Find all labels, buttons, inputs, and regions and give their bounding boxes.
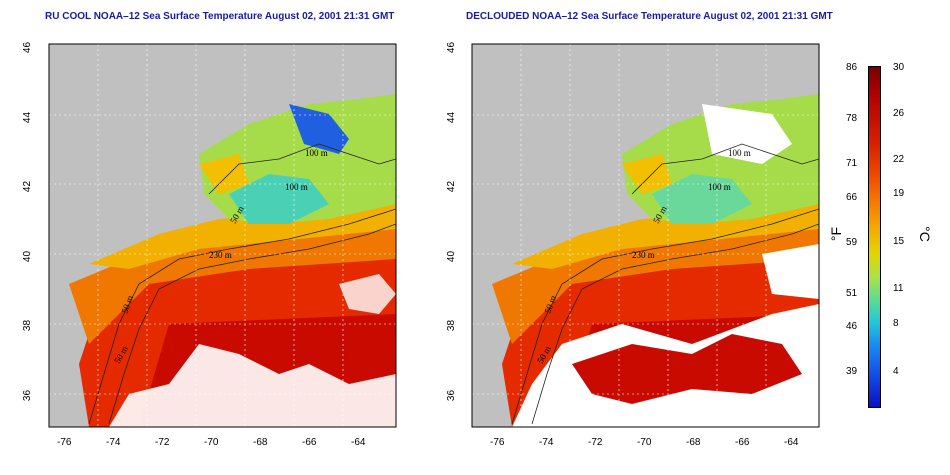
map-frame [471, 43, 820, 428]
y-tick-label: 36 [446, 389, 458, 402]
sst-map-declouded-svg: 100 m 100 m 50 m 230 m 50 m 50 m [471, 43, 820, 428]
georges-bank-cyan [652, 174, 752, 224]
celsius-unit-label: °C [916, 226, 933, 242]
contour-label: 100 m [728, 148, 751, 158]
x-tick-label: -72 [155, 437, 170, 448]
x-tick-label: -64 [784, 437, 799, 448]
y-tick-label: 42 [22, 180, 34, 193]
fahrenheit-tick: 86 [846, 62, 858, 73]
colorbar-gradient [868, 66, 881, 408]
fahrenheit-tick: 59 [846, 237, 858, 248]
fahrenheit-tick: 39 [846, 366, 858, 377]
celsius-tick: 8 [893, 318, 899, 329]
x-tick-label: -64 [351, 437, 366, 448]
y-tick-label: 44 [22, 111, 34, 124]
shelf-contour [531, 223, 819, 425]
sst-hot-blobs [572, 334, 802, 404]
celsius-tick: 11 [893, 283, 904, 294]
x-tick-label: -76 [57, 437, 72, 448]
y-tick-label: 42 [446, 180, 458, 193]
contour-label: 100 m [708, 182, 731, 192]
sst-map-raw-svg: 100 m 100 m 50 m 230 m 50 m 50 m [48, 43, 397, 428]
x-tick-label: -74 [539, 437, 554, 448]
shelf-contour [631, 143, 819, 195]
cloud-patch [109, 344, 396, 427]
cloud-patch [339, 274, 396, 314]
contour-label: 230 m [632, 250, 655, 260]
x-tick-label: -74 [106, 437, 121, 448]
bay-of-fundy-blue [289, 104, 349, 154]
fahrenheit-tick: 66 [846, 192, 858, 203]
y-tick-label: 40 [446, 250, 458, 263]
shelf-contour [511, 208, 819, 425]
map-title-left: RU COOL NOAA–12 Sea Surface Temperature … [45, 11, 395, 22]
maine-coast-warm [622, 154, 672, 194]
temperature-colorbar [868, 66, 881, 408]
celsius-tick: 19 [893, 188, 905, 199]
y-tick-label: 38 [22, 319, 34, 332]
sst-map-raw: 100 m 100 m 50 m 230 m 50 m 50 m [48, 43, 397, 428]
fahrenheit-tick: 78 [846, 113, 858, 124]
cloud-mask [762, 244, 819, 299]
shelf-contour [108, 223, 396, 425]
y-tick-label: 40 [22, 250, 34, 263]
sst-map-declouded: 100 m 100 m 50 m 230 m 50 m 50 m [471, 43, 820, 428]
x-tick-label: -70 [204, 437, 219, 448]
fahrenheit-unit-label: °F [828, 226, 845, 242]
x-tick-label: -68 [686, 437, 701, 448]
shelf-contour [88, 208, 396, 425]
fahrenheit-tick: 51 [846, 288, 858, 299]
contour-label: 100 m [285, 182, 308, 192]
celsius-tick: 22 [893, 154, 905, 165]
x-tick-label: -70 [637, 437, 652, 448]
y-tick-label: 46 [22, 41, 34, 54]
map-frame [48, 43, 397, 428]
x-tick-label: -68 [253, 437, 268, 448]
celsius-tick: 30 [893, 62, 905, 73]
shelf-contour [208, 143, 396, 195]
graticule [49, 44, 396, 427]
celsius-tick: 26 [893, 108, 905, 119]
graticule [472, 44, 819, 427]
fahrenheit-tick: 46 [846, 321, 858, 332]
cloud-mask [702, 104, 792, 164]
x-tick-label: -72 [588, 437, 603, 448]
fahrenheit-tick: 71 [846, 158, 858, 169]
georges-bank-cyan [229, 174, 329, 224]
x-tick-label: -76 [490, 437, 505, 448]
maine-coast-warm [199, 154, 249, 194]
y-tick-label: 38 [446, 319, 458, 332]
contour-label: 100 m [305, 148, 328, 158]
celsius-tick: 4 [893, 366, 899, 377]
contour-label: 230 m [209, 250, 232, 260]
x-tick-label: -66 [735, 437, 750, 448]
y-tick-label: 46 [446, 41, 458, 54]
y-tick-label: 36 [22, 389, 34, 402]
y-tick-label: 44 [446, 111, 458, 124]
map-title-right: DECLOUDED NOAA–12 Sea Surface Temperatur… [466, 11, 833, 22]
x-tick-label: -66 [302, 437, 317, 448]
celsius-tick: 15 [893, 236, 905, 247]
